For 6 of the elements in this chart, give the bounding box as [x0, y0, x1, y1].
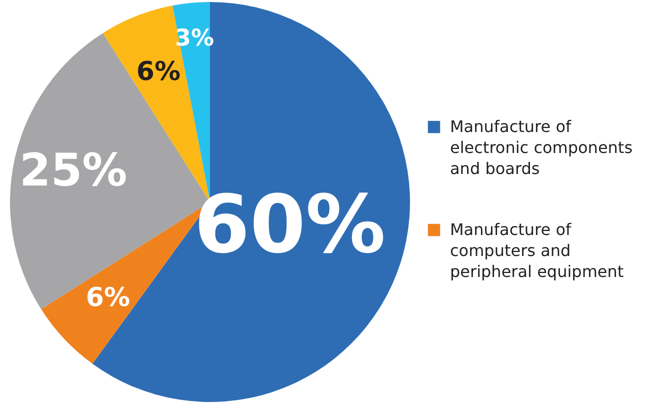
legend-label: Manufacture of computers and peripheral equipment	[450, 220, 624, 281]
data-label: 6%	[86, 282, 130, 313]
data-label: 60%	[194, 178, 386, 271]
data-label: 25%	[20, 143, 128, 196]
legend-label: Manufacture of electronic components and boards	[450, 117, 633, 178]
data-label: 6%	[136, 56, 181, 87]
